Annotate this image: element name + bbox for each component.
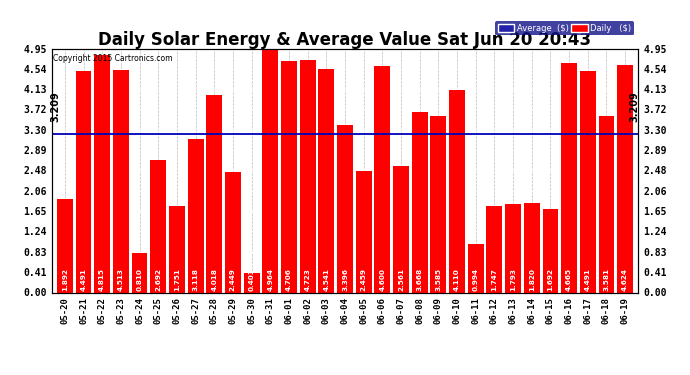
Bar xyxy=(412,112,428,292)
Bar xyxy=(299,60,315,292)
Bar xyxy=(542,209,558,292)
Text: 1.692: 1.692 xyxy=(547,268,553,291)
Text: 1.820: 1.820 xyxy=(529,268,535,291)
Text: 3.668: 3.668 xyxy=(417,268,423,291)
Text: 4.491: 4.491 xyxy=(585,268,591,291)
Bar xyxy=(524,203,540,292)
Text: 4.110: 4.110 xyxy=(454,268,460,291)
Text: 1.747: 1.747 xyxy=(491,268,497,291)
Bar xyxy=(262,48,278,292)
Text: 4.624: 4.624 xyxy=(622,268,628,291)
Text: 2.561: 2.561 xyxy=(398,268,404,291)
Text: 4.600: 4.600 xyxy=(380,268,385,291)
Bar xyxy=(132,253,148,292)
Bar xyxy=(431,116,446,292)
Bar xyxy=(57,200,72,292)
Bar xyxy=(375,66,391,292)
Bar xyxy=(449,90,465,292)
Text: 4.513: 4.513 xyxy=(118,268,124,291)
Text: 1.793: 1.793 xyxy=(510,268,516,291)
Text: Copyright 2015 Cartronics.com: Copyright 2015 Cartronics.com xyxy=(52,54,172,63)
Bar xyxy=(281,61,297,292)
Bar xyxy=(318,69,334,292)
Bar xyxy=(618,65,633,292)
Bar xyxy=(150,160,166,292)
Text: 3.209: 3.209 xyxy=(629,92,640,122)
Bar xyxy=(561,63,577,292)
Bar xyxy=(188,139,204,292)
Text: 2.692: 2.692 xyxy=(155,268,161,291)
Bar xyxy=(225,172,241,292)
Bar xyxy=(468,243,484,292)
Text: 3.585: 3.585 xyxy=(435,268,442,291)
Bar xyxy=(206,94,222,292)
Bar xyxy=(337,125,353,292)
Text: 4.964: 4.964 xyxy=(267,268,273,291)
Bar xyxy=(393,166,409,292)
Text: 1.751: 1.751 xyxy=(174,268,180,291)
Bar xyxy=(486,207,502,292)
Text: 1.892: 1.892 xyxy=(62,268,68,291)
Bar xyxy=(244,273,259,292)
Text: 4.706: 4.706 xyxy=(286,268,292,291)
Bar xyxy=(95,56,110,292)
Bar xyxy=(76,71,92,292)
Text: 0.810: 0.810 xyxy=(137,268,143,291)
Text: 3.396: 3.396 xyxy=(342,268,348,291)
Bar xyxy=(598,116,614,292)
Text: 4.815: 4.815 xyxy=(99,268,105,291)
Title: Daily Solar Energy & Average Value Sat Jun 20 20:43: Daily Solar Energy & Average Value Sat J… xyxy=(99,31,591,49)
Text: 4.491: 4.491 xyxy=(81,268,86,291)
Text: 0.994: 0.994 xyxy=(473,268,479,291)
Bar xyxy=(169,206,185,292)
Text: 3.118: 3.118 xyxy=(193,268,199,291)
Text: 4.723: 4.723 xyxy=(305,268,310,291)
Text: 3.209: 3.209 xyxy=(50,92,61,122)
Text: 0.401: 0.401 xyxy=(248,268,255,291)
Text: 4.018: 4.018 xyxy=(211,268,217,291)
Bar xyxy=(505,204,521,292)
Legend: Average  ($), Daily   ($): Average ($), Daily ($) xyxy=(495,21,634,35)
Bar xyxy=(356,171,372,292)
Bar xyxy=(113,70,129,292)
Bar xyxy=(580,71,595,292)
Text: 2.459: 2.459 xyxy=(361,268,366,291)
Text: 2.449: 2.449 xyxy=(230,268,236,291)
Text: 4.541: 4.541 xyxy=(324,268,329,291)
Text: 3.581: 3.581 xyxy=(604,268,609,291)
Text: 4.665: 4.665 xyxy=(566,268,572,291)
